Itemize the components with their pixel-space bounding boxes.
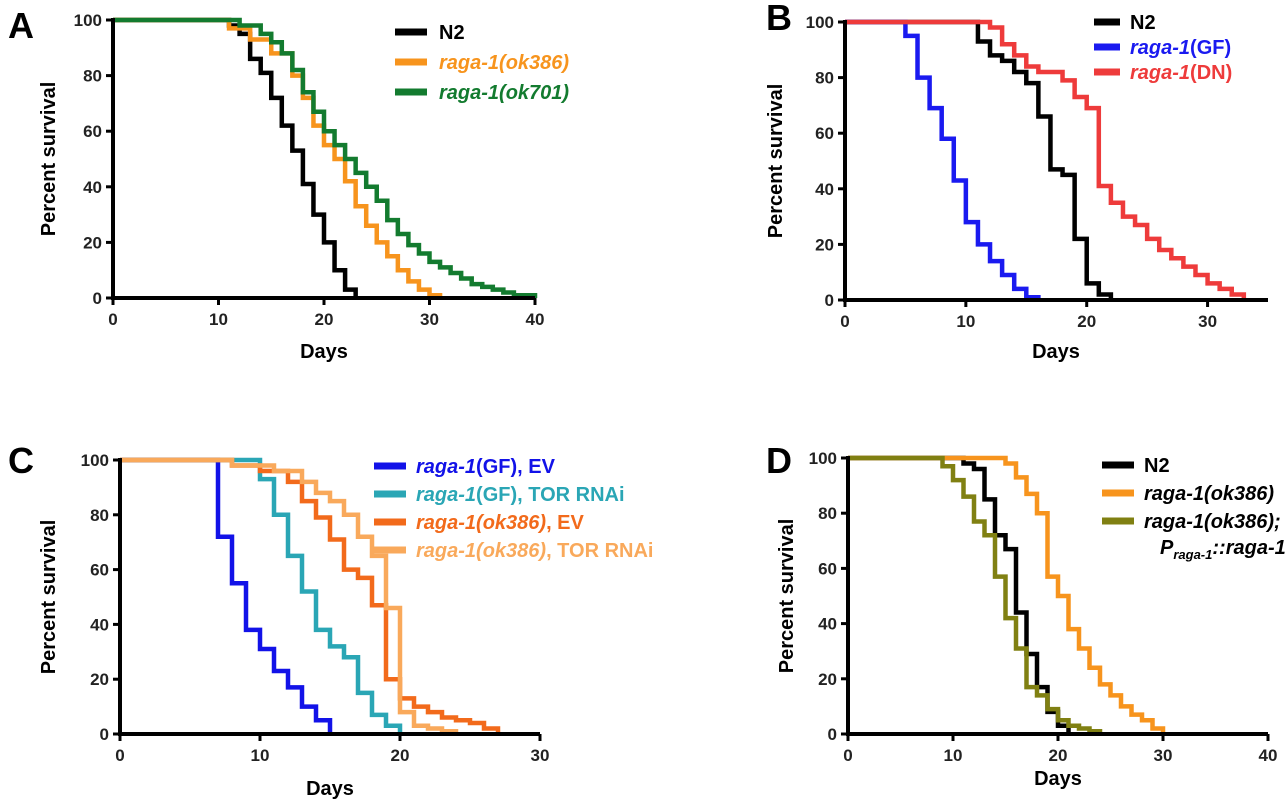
x-tick-label: 40 bbox=[526, 310, 545, 329]
y-tick-label: 20 bbox=[818, 670, 837, 689]
series-line-d-2 bbox=[848, 455, 1103, 734]
legend-label: N2 bbox=[1130, 12, 1156, 34]
x-tick-label: 0 bbox=[115, 746, 124, 765]
series-line-d-0 bbox=[848, 455, 1071, 734]
x-tick-label: 20 bbox=[1077, 312, 1096, 331]
y-tick-label: 60 bbox=[83, 122, 102, 141]
y-tick-label: 80 bbox=[90, 506, 109, 525]
y-tick-label: 60 bbox=[90, 561, 109, 580]
y-tick-label: 60 bbox=[815, 124, 834, 143]
legend-label: raga-1(ok701) bbox=[439, 82, 569, 104]
x-tick-label: 30 bbox=[1154, 746, 1173, 765]
series-line-c-2 bbox=[120, 457, 501, 734]
panel-c: C 0 10 20 30 0 20 40 60 80 100 Days Percent survival… bbox=[8, 440, 653, 800]
x-tick-label: 20 bbox=[1049, 746, 1068, 765]
series-line-a-2 bbox=[113, 17, 538, 298]
y-axis-title: Percent survival bbox=[765, 84, 787, 239]
series-line-c-3 bbox=[120, 457, 459, 734]
y-tick-label: 40 bbox=[83, 178, 102, 197]
x-tick-label: 0 bbox=[843, 746, 852, 765]
y-tick-label: 100 bbox=[806, 13, 834, 32]
legend-label: raga-1(ok386), EV bbox=[416, 512, 585, 534]
y-tick-label: 100 bbox=[81, 451, 109, 470]
legend-label: raga-1(ok386); bbox=[1144, 511, 1281, 533]
y-tick-label: 0 bbox=[828, 725, 837, 744]
y-tick-label: 20 bbox=[83, 233, 102, 252]
x-axis-title: Days bbox=[300, 341, 348, 363]
x-tick-label: 40 bbox=[1259, 746, 1278, 765]
y-tick-label: 40 bbox=[818, 615, 837, 634]
y-axis-title: Percent survival bbox=[38, 520, 60, 675]
series-line-a-1 bbox=[113, 17, 443, 298]
panel-b: B 0 10 20 30 0 20 40 60 80 100 Days Percent survival… bbox=[765, 0, 1268, 363]
legend-label: N2 bbox=[439, 22, 465, 44]
panel-letter-b: B bbox=[766, 0, 792, 38]
y-tick-label: 80 bbox=[815, 69, 834, 88]
series-line-c-0 bbox=[120, 457, 333, 734]
y-tick-label: 100 bbox=[809, 449, 837, 468]
x-axis-title: Days bbox=[1032, 341, 1080, 363]
x-tick-label: 30 bbox=[420, 310, 439, 329]
legend-label: raga-1(ok386), TOR RNAi bbox=[416, 540, 653, 562]
x-tick-label: 10 bbox=[956, 312, 975, 331]
y-tick-label: 20 bbox=[815, 235, 834, 254]
series-line-b-0 bbox=[845, 19, 1114, 300]
x-tick-label: 30 bbox=[1198, 312, 1217, 331]
x-tick-label: 30 bbox=[531, 746, 550, 765]
legend-label: raga-1(GF), TOR RNAi bbox=[416, 484, 625, 506]
x-axis-title: Days bbox=[306, 778, 354, 800]
y-tick-label: 40 bbox=[90, 615, 109, 634]
y-tick-label: 100 bbox=[74, 11, 102, 30]
x-tick-label: 0 bbox=[108, 310, 117, 329]
legend-label: raga-1(DN) bbox=[1130, 62, 1232, 84]
legend-label: N2 bbox=[1144, 455, 1170, 477]
x-tick-label: 20 bbox=[315, 310, 334, 329]
y-axis-title: Percent survival bbox=[38, 82, 60, 237]
panel-letter-a: A bbox=[8, 5, 34, 46]
x-tick-label: 10 bbox=[944, 746, 963, 765]
y-axis-title: Percent survival bbox=[776, 519, 798, 674]
x-axis-title: Days bbox=[1034, 768, 1082, 790]
legend-label: raga-1(ok386) bbox=[439, 52, 569, 74]
series-line-b-1 bbox=[845, 19, 1041, 300]
series-line-b-2 bbox=[845, 19, 1247, 300]
legend-label: raga-1(ok386) bbox=[1144, 483, 1274, 505]
panel-a: A 0 10 20 30 40 0 20 40 60 80 100 Days Percent surviv… bbox=[8, 5, 569, 363]
series-line-c-1 bbox=[120, 457, 403, 734]
legend-label: raga-1(GF) bbox=[1130, 37, 1231, 59]
x-tick-label: 10 bbox=[251, 746, 270, 765]
y-tick-label: 0 bbox=[825, 291, 834, 310]
legend-label-line2: Praga-1::raga-1 bbox=[1160, 537, 1285, 562]
panel-d: D 0 10 20 30 40 0 20 40 60 80 100 Days Percent surviv… bbox=[766, 440, 1285, 790]
panel-letter-c: C bbox=[8, 440, 34, 481]
panel-letter-d: D bbox=[766, 440, 792, 481]
y-tick-label: 20 bbox=[90, 670, 109, 689]
legend-label: raga-1(GF), EV bbox=[416, 456, 556, 478]
x-tick-label: 0 bbox=[840, 312, 849, 331]
y-tick-label: 80 bbox=[83, 67, 102, 86]
x-tick-label: 10 bbox=[209, 310, 228, 329]
y-tick-label: 40 bbox=[815, 180, 834, 199]
x-tick-label: 20 bbox=[391, 746, 410, 765]
y-tick-label: 0 bbox=[100, 725, 109, 744]
series-line-d-1 bbox=[848, 455, 1166, 734]
series-line-a-0 bbox=[113, 17, 358, 298]
y-tick-label: 0 bbox=[93, 289, 102, 308]
y-tick-label: 80 bbox=[818, 504, 837, 523]
y-tick-label: 60 bbox=[818, 559, 837, 578]
